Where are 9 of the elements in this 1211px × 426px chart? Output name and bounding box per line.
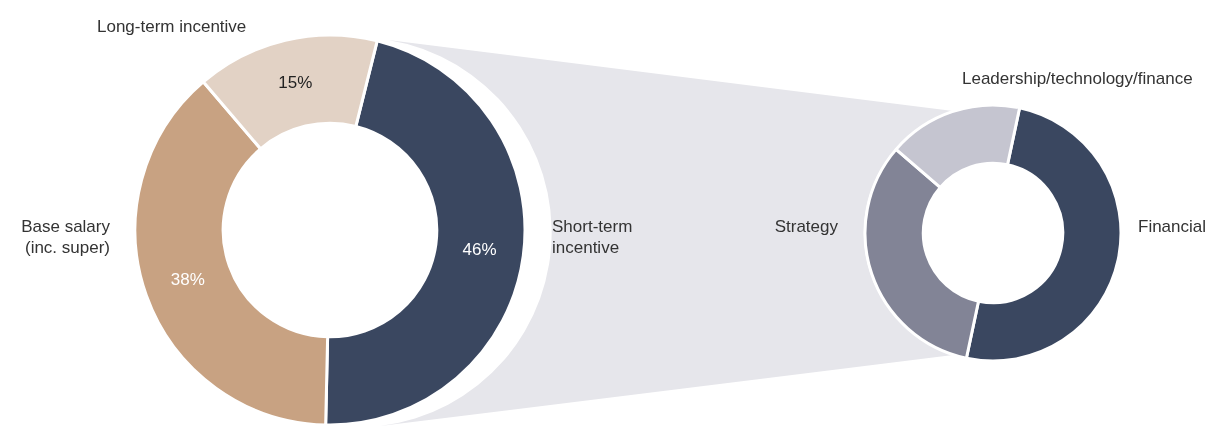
- slice-label: Short-term incentive: [552, 216, 634, 258]
- slice-label: Base salary (inc. super): [20, 216, 110, 258]
- slice-label: Strategy: [773, 216, 838, 237]
- slice-label: Long-term incentive: [97, 16, 248, 37]
- data-label: 38%: [170, 270, 205, 290]
- data-label: 46%: [462, 239, 497, 259]
- data-label: 15%: [278, 72, 313, 92]
- slice-label: Financial: [1138, 216, 1208, 237]
- slice-label: Leadership/technology/finance: [962, 68, 1194, 89]
